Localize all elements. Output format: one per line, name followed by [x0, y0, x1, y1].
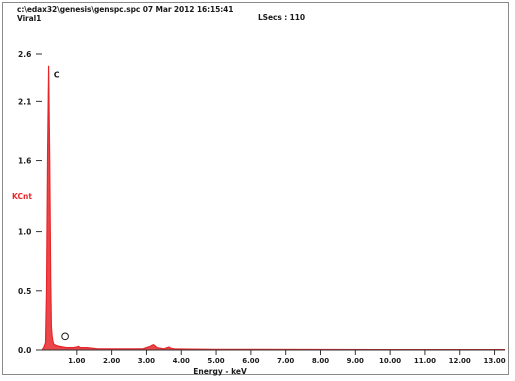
spectrum-fill	[42, 65, 505, 351]
y-tick-label: 0.0	[18, 346, 31, 355]
x-tick-label: 9.00	[347, 357, 364, 365]
x-tick-label: 1.00	[68, 357, 85, 365]
y-tick-label: 2.6	[18, 50, 31, 59]
y-tick-label: 1.0	[18, 228, 31, 237]
y-tick-label: 1.6	[18, 157, 31, 166]
x-axis-label: Energy - keV	[193, 367, 247, 376]
spectrum-frame	[2, 2, 509, 375]
live-seconds: LSecs : 110	[258, 13, 305, 22]
y-tick-label: 0.5	[18, 287, 31, 296]
x-tick-label: 4.00	[173, 357, 190, 365]
y-axis-label: KCnt	[12, 192, 32, 201]
x-tick-label: 6.00	[242, 357, 259, 365]
x-tick-label: 8.00	[312, 357, 329, 365]
peak-label-c: C	[54, 71, 60, 80]
x-tick-label: 13.00	[483, 357, 505, 365]
x-tick-label: 2.00	[103, 357, 120, 365]
x-tick-label: 5.00	[207, 357, 224, 365]
file-info: c:\edax32\genesis\genspc.spc 07 Mar 2012…	[17, 5, 234, 14]
x-tick-label: 10.00	[379, 357, 401, 365]
peak-label-o-marker	[61, 332, 69, 341]
x-tick-label: 12.00	[449, 357, 471, 365]
spectrum-line	[41, 65, 505, 351]
sample-name: Viral1	[17, 14, 42, 23]
x-tick-label: 3.00	[138, 357, 155, 365]
x-tick-label: 11.00	[414, 357, 436, 365]
y-tick-label: 2.1	[18, 97, 31, 106]
x-tick-label: 7.00	[277, 357, 294, 365]
